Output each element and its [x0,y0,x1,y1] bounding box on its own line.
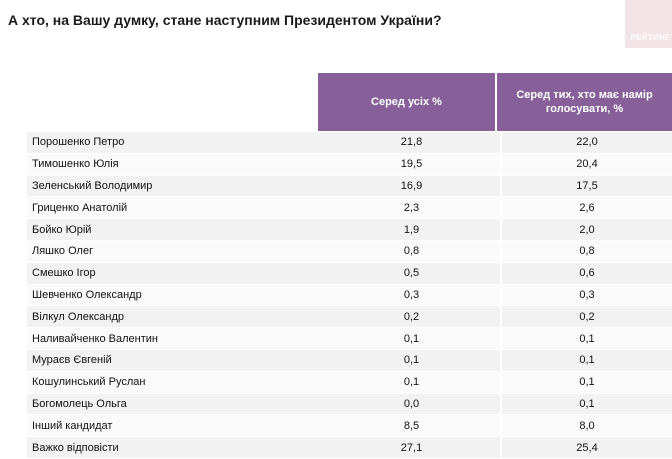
value-voters: 0,1 [502,327,672,350]
value-voters: 0,3 [502,284,672,307]
value-voters: 0,1 [502,393,672,416]
candidate-name: Гриценко Анатолій [27,196,323,220]
value-voters: 2,0 [502,218,672,241]
table-row: Гриценко Анатолій 2,3 2,6 [27,196,672,220]
column-header-voters: Серед тих, хто має намір голосувати, % [497,73,672,131]
candidate-name: Кошулинський Руслан [27,371,323,394]
column-header-all-label: Серед усіх % [371,96,442,108]
column-gap [500,196,502,220]
candidate-name: Богомолець Ольга [27,393,323,416]
candidate-name: Порошенко Петро [27,132,323,154]
column-header-all: Серед усіх % [318,73,495,131]
table-row: Бойко Юрій 1,9 2,0 [27,218,672,241]
column-gap [500,393,502,416]
table-row: Мураєв Євгеній 0,1 0,1 [27,349,672,372]
value-voters: 0,6 [502,262,672,285]
value-voters: 8,0 [502,414,672,438]
value-all: 19,5 [323,153,500,176]
column-gap [500,284,502,307]
table-row: Ляшко Олег 0,8 0,8 [27,240,672,263]
results-table: Порошенко Петро 21,8 22,0 Тимошенко Юлія 19,… [27,132,672,459]
value-all: 1,9 [323,218,500,241]
value-voters: 25,4 [502,436,672,459]
table-row: Тимошенко Юлія 19,5 20,4 [27,153,672,176]
table-row: Шевченко Олександр 0,3 0,3 [27,284,672,307]
column-gap [500,349,502,372]
column-gap [500,175,502,198]
table-row: Важко відповісти 27,1 25,4 [27,436,672,459]
value-voters: 0,1 [502,349,672,372]
rating-logo: РЕЙТИНГ [625,0,672,48]
table-row: Інший кандидат 8,5 8,0 [27,414,672,438]
value-voters: 20,4 [502,153,672,176]
table-row: Кошулинський Руслан 0,1 0,1 [27,371,672,394]
column-gap [500,153,502,176]
candidate-name: Важко відповісти [27,436,323,459]
column-gap [500,305,502,329]
value-voters: 0,2 [502,305,672,329]
page-title: А хто, на Вашу думку, стане наступним Пр… [8,12,442,28]
table-row: Смешко Ігор 0,5 0,6 [27,262,672,285]
column-header-voters-line1: Серед тих, хто має намір [516,89,653,101]
candidate-name: Вілкул Олександр [27,305,323,329]
value-all: 0,3 [323,284,500,307]
column-gap [500,371,502,394]
candidate-name: Зеленський Володимир [27,175,323,198]
table-row: Богомолець Ольга 0,0 0,1 [27,393,672,416]
column-gap [500,327,502,350]
candidate-name: Шевченко Олександр [27,284,323,307]
value-voters: 0,1 [502,371,672,394]
value-all: 21,8 [323,132,500,154]
value-voters: 22,0 [502,132,672,154]
table-row: Зеленський Володимир 16,9 17,5 [27,175,672,198]
column-gap [500,132,502,154]
candidate-name: Інший кандидат [27,414,323,438]
candidate-name: Наливайченко Валентин [27,327,323,350]
value-all: 0,0 [323,393,500,416]
value-voters: 2,6 [502,196,672,220]
value-voters: 0,8 [502,240,672,263]
logo-text: РЕЙТИНГ [630,33,670,42]
value-all: 0,2 [323,305,500,329]
value-all: 0,8 [323,240,500,263]
table-row: Вілкул Олександр 0,2 0,2 [27,305,672,329]
table-row: Наливайченко Валентин 0,1 0,1 [27,327,672,350]
value-all: 0,5 [323,262,500,285]
candidate-name: Бойко Юрій [27,218,323,241]
value-voters: 17,5 [502,175,672,198]
column-header-voters-line2: голосувати, % [545,103,624,115]
table-row: Порошенко Петро 21,8 22,0 [27,132,672,154]
candidate-name: Ляшко Олег [27,240,323,263]
value-all: 27,1 [323,436,500,459]
column-gap [500,218,502,241]
value-all: 0,1 [323,371,500,394]
candidate-name: Смешко Ігор [27,262,323,285]
column-gap [500,262,502,285]
column-gap [500,414,502,438]
value-all: 2,3 [323,196,500,220]
value-all: 16,9 [323,175,500,198]
column-gap [500,240,502,263]
value-all: 0,1 [323,349,500,372]
candidate-name: Мураєв Євгеній [27,349,323,372]
candidate-name: Тимошенко Юлія [27,153,323,176]
value-all: 0,1 [323,327,500,350]
value-all: 8,5 [323,414,500,438]
